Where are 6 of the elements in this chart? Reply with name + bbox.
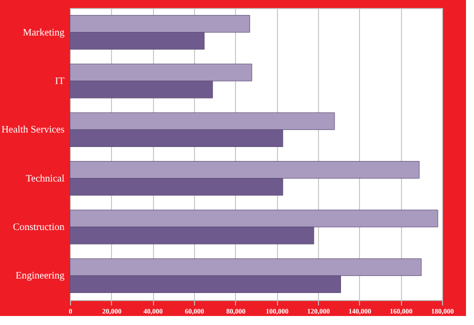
y-tick-label: Health Services <box>1 124 65 136</box>
y-tick-label: Technical <box>26 173 65 184</box>
y-tick-label: Engineering <box>16 270 64 282</box>
y-tick-label: Construction <box>12 222 64 233</box>
y-tick-label: IT <box>55 76 64 87</box>
y-tick-label: Marketing <box>22 27 64 38</box>
